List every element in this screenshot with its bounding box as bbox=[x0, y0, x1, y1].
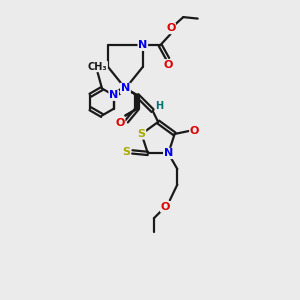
Text: S: S bbox=[138, 129, 146, 139]
Text: N: N bbox=[121, 83, 130, 94]
Text: S: S bbox=[122, 147, 130, 157]
Text: O: O bbox=[160, 202, 170, 212]
Text: N: N bbox=[121, 83, 130, 94]
Text: N: N bbox=[164, 148, 173, 158]
Text: CH₃: CH₃ bbox=[88, 61, 107, 72]
Text: N: N bbox=[109, 90, 118, 100]
Text: N: N bbox=[138, 40, 147, 50]
Text: O: O bbox=[190, 126, 199, 136]
Text: O: O bbox=[166, 23, 175, 34]
Text: H: H bbox=[155, 101, 164, 111]
Text: O: O bbox=[163, 60, 172, 70]
Text: O: O bbox=[115, 118, 125, 128]
